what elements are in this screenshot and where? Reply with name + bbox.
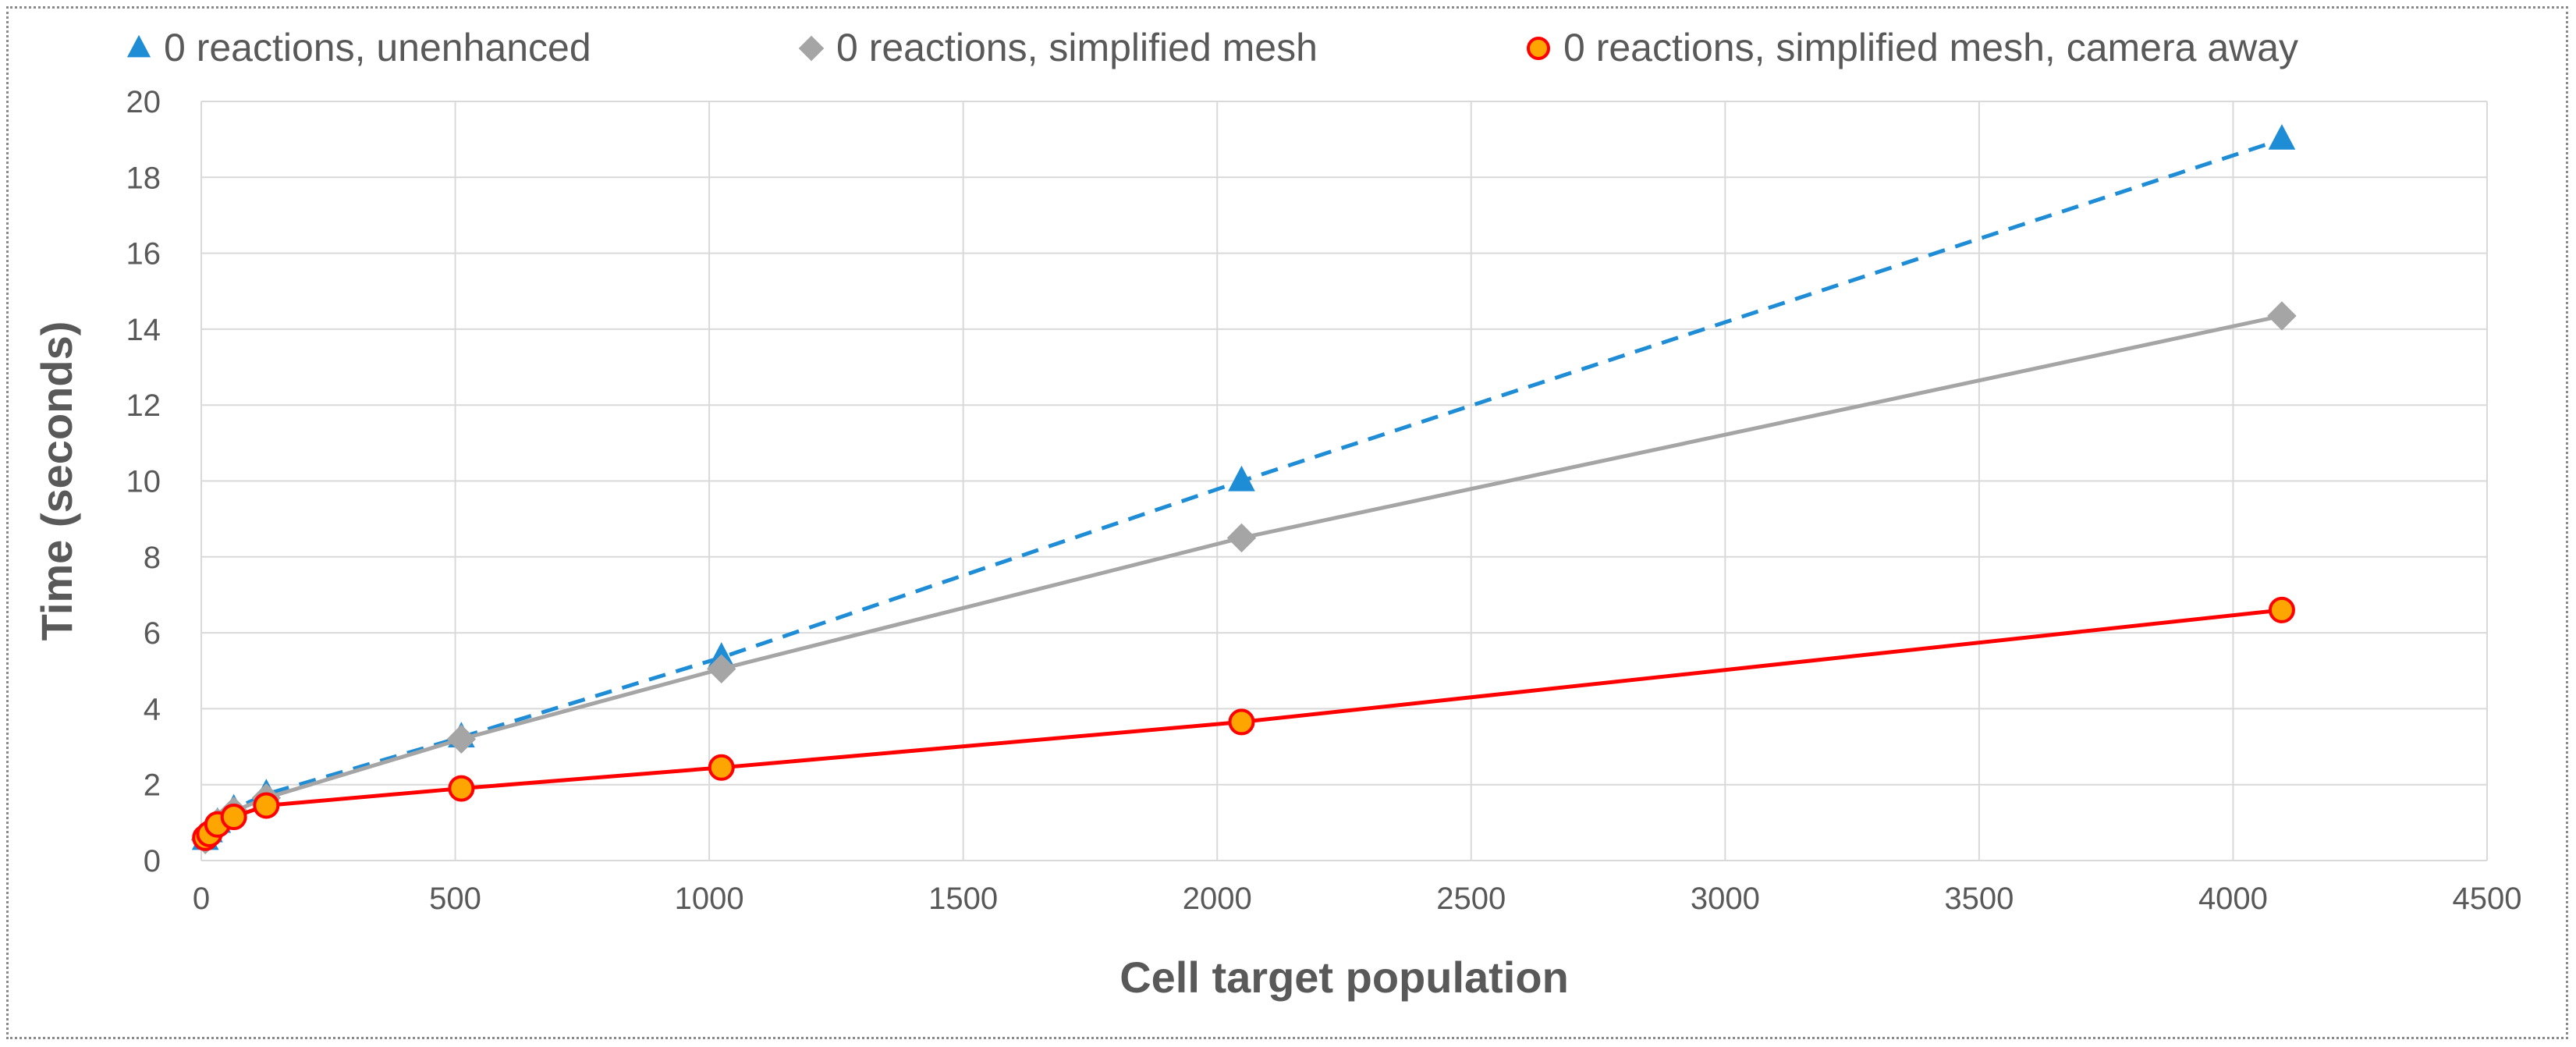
y-tick-label: 20 <box>126 85 161 119</box>
series-2 <box>190 301 2297 854</box>
data-point-triangle <box>126 34 151 58</box>
y-tick-label: 12 <box>126 389 161 423</box>
data-point-circle <box>448 775 475 802</box>
legend-item-1: 0 reactions, unenhanced <box>126 26 591 69</box>
series-layer <box>190 123 2297 854</box>
data-point-circle <box>1527 37 1550 60</box>
y-tick-label: 14 <box>126 313 161 347</box>
y-tick-label: 0 <box>144 844 161 878</box>
data-point-circle <box>708 754 735 781</box>
gridlines <box>200 101 2488 861</box>
data-point-diamond <box>707 654 736 684</box>
chart-frame <box>6 6 2568 1039</box>
x-tick-label: 1500 <box>928 882 998 916</box>
data-point-circle <box>1228 708 1255 736</box>
data-point-circle <box>2268 596 2295 623</box>
y-tick-label: 4 <box>144 692 161 726</box>
y-axis-title: Time (seconds) <box>32 321 81 641</box>
data-point-triangle <box>1228 465 1255 492</box>
series-3 <box>192 596 2295 851</box>
x-tick-label: 4500 <box>2453 882 2522 916</box>
x-tick-label: 2000 <box>1183 882 1252 916</box>
data-point-diamond <box>446 724 477 754</box>
data-point-diamond <box>2267 301 2297 331</box>
series-line <box>204 314 2283 841</box>
y-tick-label: 16 <box>126 237 161 272</box>
data-point-circle <box>220 804 247 831</box>
legend-label: 0 reactions, simplified mesh, camera awa… <box>1563 26 2298 69</box>
axes: 0 2 4 6 8 10 12 14 16 18 20 0 500 1000 1500 2000 2500 300… <box>126 85 2522 916</box>
legend-item-3: 0 reactions, simplified mesh, camera awa… <box>1527 26 2298 69</box>
legend: 0 reactions, unenhanced 0 reactions, simp… <box>126 26 2298 69</box>
x-tick-label: 1000 <box>675 882 744 916</box>
x-tick-label: 500 <box>429 882 481 916</box>
legend-label: 0 reactions, unenhanced <box>164 26 591 69</box>
x-tick-label: 2500 <box>1436 882 1506 916</box>
data-point-diamond <box>1226 523 1257 553</box>
x-tick-label: 3500 <box>1944 882 2014 916</box>
y-tick-label: 6 <box>144 616 161 651</box>
data-point-circle <box>253 792 280 819</box>
data-point-triangle <box>2268 123 2296 150</box>
y-tick-label: 18 <box>126 161 161 195</box>
y-tick-label: 8 <box>144 541 161 575</box>
x-tick-label: 3000 <box>1691 882 1760 916</box>
y-tick-label: 10 <box>126 465 161 499</box>
x-tick-label: 0 <box>193 882 210 916</box>
x-axis-title: Cell target population <box>1119 953 1569 1002</box>
legend-label: 0 reactions, simplified mesh <box>836 26 1318 69</box>
legend-item-2: 0 reactions, simplified mesh <box>798 26 1318 69</box>
data-point-diamond <box>798 35 825 62</box>
x-tick-label: 4000 <box>2198 882 2268 916</box>
y-tick-label: 2 <box>144 768 161 803</box>
